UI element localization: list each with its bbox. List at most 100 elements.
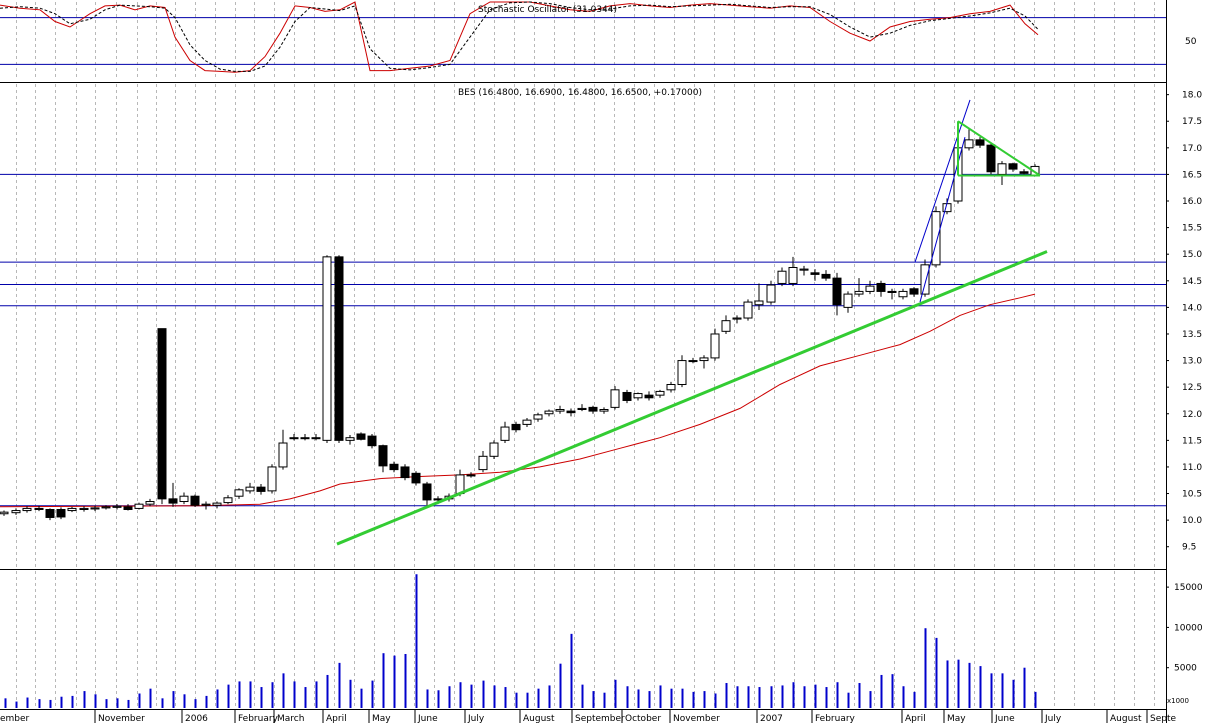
candle-body	[997, 163, 1007, 175]
price-tick-label: 17.0	[1182, 144, 1202, 154]
price-tick-label: 15.0	[1182, 250, 1202, 260]
candlestick	[688, 357, 698, 364]
candlestick	[34, 505, 44, 512]
candlestick	[11, 508, 21, 515]
candlestick	[478, 450, 488, 473]
candlestick	[533, 412, 543, 422]
candlestick	[67, 506, 77, 513]
candlestick	[245, 482, 255, 494]
candlestick	[699, 355, 709, 369]
candle-body	[212, 502, 222, 506]
candle-body	[566, 410, 576, 414]
candle-body	[289, 437, 299, 440]
x-tick-label: July	[467, 714, 485, 723]
candlestick	[90, 505, 100, 512]
moving-average-line	[0, 293, 1036, 508]
candlestick	[788, 256, 798, 287]
x-tick-label: October	[625, 714, 661, 723]
price-tick-label: 13.0	[1182, 357, 1202, 367]
candlestick	[909, 287, 919, 297]
candlestick	[322, 255, 332, 444]
candlestick	[799, 265, 809, 276]
candle-body	[887, 290, 897, 293]
candlestick	[677, 355, 687, 388]
candlestick	[610, 386, 620, 410]
oscillator-series-line	[0, 1, 1039, 73]
x-tick-label: Septe	[1150, 714, 1176, 723]
candlestick	[134, 502, 144, 510]
candle-body	[300, 437, 310, 440]
candlestick	[422, 481, 432, 507]
candle-body	[157, 328, 167, 500]
candle-body	[832, 277, 842, 306]
x-tick-label: April	[326, 714, 347, 723]
x-tick-label: May	[372, 714, 391, 723]
candlestick	[212, 501, 222, 509]
candle-body	[544, 410, 554, 415]
candle-body	[743, 301, 753, 319]
candle-body	[500, 426, 510, 441]
candlestick	[887, 288, 897, 300]
candle-body	[267, 466, 277, 492]
oscillator-series-line	[0, 1, 1039, 72]
x-tick-label: June	[994, 714, 1015, 723]
candlestick	[666, 381, 676, 393]
candlestick	[123, 504, 133, 511]
candle-body	[1008, 163, 1018, 170]
candlestick	[289, 433, 299, 441]
candle-body	[201, 503, 211, 506]
candle-body	[577, 407, 587, 411]
candlestick	[500, 421, 510, 444]
price-tick-label: 14.5	[1182, 277, 1202, 287]
candlestick	[334, 255, 344, 444]
candlestick	[356, 432, 366, 441]
x-tick-label: February	[815, 714, 856, 723]
candle-body	[422, 483, 432, 501]
candlestick	[997, 161, 1007, 186]
x-tick-label: May	[947, 714, 966, 723]
candle-body	[101, 506, 111, 509]
candlestick	[267, 464, 277, 494]
candle-body	[145, 501, 155, 505]
candlestick	[821, 270, 831, 281]
price-tick-label: 14.0	[1182, 303, 1202, 313]
volume-units-label: x1000	[1167, 697, 1189, 705]
x-tick-label: November	[673, 714, 720, 723]
volume-tick-label: 10000	[1174, 623, 1203, 633]
candlestick	[876, 280, 886, 297]
candle-body	[931, 211, 941, 266]
price-tick-label: 11.0	[1182, 463, 1202, 473]
candlestick	[466, 472, 476, 478]
candle-body	[223, 497, 233, 504]
candle-body	[34, 507, 44, 510]
candlestick	[766, 280, 776, 305]
x-tick-label: 2006	[185, 714, 208, 723]
price-panel: BES (16.4800, 16.6900, 16.4800, 16.6500,…	[0, 84, 1202, 568]
candle-body	[622, 391, 632, 401]
candle-body	[522, 419, 532, 425]
candle-body	[788, 266, 798, 284]
candlestick	[920, 259, 930, 297]
volume-panel: 5000 10000 15000 x1000	[4, 571, 1203, 708]
candlestick	[577, 404, 587, 412]
candlestick	[300, 433, 310, 441]
candle-body	[334, 256, 344, 441]
candle-body	[710, 333, 720, 359]
candle-body	[599, 409, 609, 412]
candle-body	[356, 433, 366, 440]
candle-body	[588, 406, 598, 412]
price-tick-label: 9.5	[1182, 543, 1196, 553]
candlestick	[400, 464, 410, 481]
x-tick-label: August	[1110, 714, 1142, 723]
candlestick	[854, 278, 864, 297]
candlestick	[655, 389, 665, 398]
candlestick	[964, 129, 974, 151]
candle-body	[633, 393, 643, 399]
candle-body	[986, 144, 996, 173]
candle-body	[843, 293, 853, 308]
price-tick-label: 13.5	[1182, 330, 1202, 340]
candlestick	[732, 315, 742, 324]
candle-body	[666, 384, 676, 391]
price-tick-label: 18.0	[1182, 91, 1202, 101]
price-tick-label: 10.0	[1182, 516, 1202, 526]
